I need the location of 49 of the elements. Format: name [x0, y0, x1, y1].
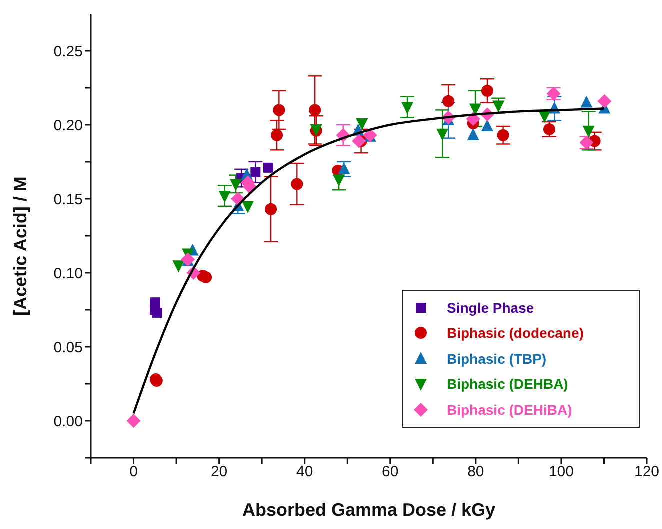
- legend-label: Biphasic (DEHiBA): [447, 402, 572, 418]
- point: [338, 162, 350, 174]
- x-tick-label: 60: [382, 464, 399, 481]
- y-tick-label: 0.10: [54, 265, 83, 282]
- point: [436, 128, 449, 141]
- point: [598, 94, 612, 108]
- x-tick-label: 20: [210, 464, 228, 481]
- point: [200, 271, 212, 284]
- point: [230, 179, 242, 192]
- y-tick-label: 0.25: [54, 43, 83, 60]
- point: [481, 119, 494, 132]
- point: [481, 84, 494, 97]
- y-tick-label: 0.20: [54, 117, 83, 134]
- legend-label: Biphasic (dodecane): [447, 325, 584, 342]
- point: [582, 126, 595, 138]
- point: [263, 162, 274, 173]
- point: [580, 96, 593, 108]
- y-tick-label: 0.05: [54, 339, 83, 356]
- point: [356, 118, 368, 131]
- point: [352, 134, 366, 148]
- point: [242, 201, 254, 214]
- legend-label: Single Phase: [447, 300, 534, 316]
- point: [172, 260, 185, 273]
- x-tick-label: 120: [634, 464, 660, 481]
- y-tick-label: 0.15: [54, 191, 83, 208]
- point: [497, 129, 510, 142]
- point: [273, 104, 286, 116]
- point: [333, 174, 346, 187]
- point: [126, 414, 141, 428]
- x-tick-label: 40: [296, 464, 314, 481]
- point: [250, 167, 261, 178]
- point: [492, 100, 505, 113]
- point: [291, 178, 304, 190]
- x-axis-title: Absorbed Gamma Dose / kGy: [242, 500, 496, 520]
- x-tick-label: 100: [548, 464, 574, 481]
- point: [271, 129, 284, 142]
- point: [152, 308, 162, 318]
- point: [467, 128, 480, 140]
- legend-label: Biphasic (DEHBA): [447, 376, 568, 392]
- legend-label: Biphasic (TBP): [447, 350, 547, 367]
- point: [442, 95, 455, 108]
- x-tick-label: 0: [130, 464, 138, 481]
- point: [218, 191, 231, 204]
- y-tick-label: 0.00: [54, 413, 83, 430]
- y-axis-title: [Acetic Acid] / M: [10, 176, 30, 316]
- x-tick-label: 80: [468, 464, 484, 481]
- point: [309, 104, 322, 116]
- point: [265, 203, 278, 216]
- point: [401, 102, 414, 114]
